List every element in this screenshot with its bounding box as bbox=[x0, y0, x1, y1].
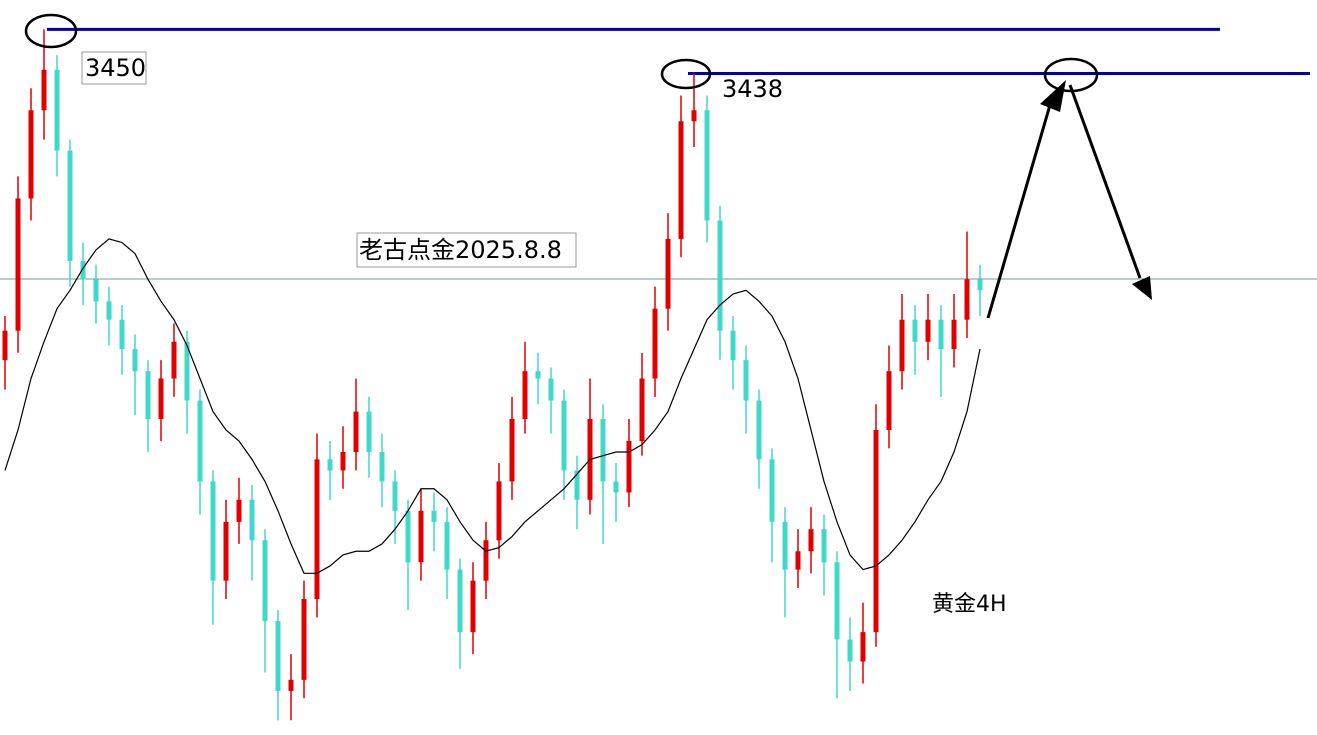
moving-average bbox=[4, 238, 981, 574]
candle-body bbox=[158, 378, 164, 419]
candle-body bbox=[860, 632, 866, 662]
candle-body bbox=[80, 260, 86, 280]
projection-line bbox=[1068, 84, 1142, 279]
candle-body bbox=[2, 330, 8, 361]
candle-body bbox=[184, 341, 190, 401]
candle-body bbox=[613, 481, 619, 493]
candle-body bbox=[795, 551, 801, 570]
candle-body bbox=[93, 279, 99, 302]
candle-body bbox=[301, 599, 307, 680]
candle-body bbox=[210, 481, 216, 581]
arrow-head bbox=[1132, 276, 1152, 300]
candle-body bbox=[834, 562, 840, 640]
candle-body bbox=[67, 150, 73, 261]
candle-body bbox=[574, 470, 580, 500]
candle-body bbox=[106, 301, 112, 320]
candle-body bbox=[717, 220, 723, 331]
candle-body bbox=[548, 378, 554, 401]
candle-body bbox=[366, 411, 372, 453]
candle-body bbox=[470, 580, 476, 633]
candle-body bbox=[353, 411, 359, 453]
chart-subtitle: 老古点金2025.8.8 bbox=[359, 236, 562, 264]
candle-body bbox=[236, 499, 242, 522]
candle-body bbox=[925, 319, 931, 342]
candle-body bbox=[444, 521, 450, 570]
plot-area bbox=[2, 27, 1310, 721]
candle-body bbox=[951, 319, 957, 350]
candle-body bbox=[509, 418, 515, 482]
candle-body bbox=[262, 540, 268, 622]
candle-body bbox=[938, 319, 944, 350]
candle-body bbox=[41, 69, 47, 111]
peak-marker bbox=[660, 58, 712, 90]
candle-body bbox=[652, 308, 658, 379]
candle-body bbox=[496, 481, 502, 541]
candle-body bbox=[561, 400, 567, 471]
candle-body bbox=[730, 330, 736, 361]
peak-marker bbox=[24, 13, 78, 49]
candle-body bbox=[964, 279, 970, 320]
candle-body bbox=[327, 459, 333, 471]
candle-body bbox=[665, 238, 671, 309]
candle-body bbox=[756, 400, 762, 460]
candle-body bbox=[977, 279, 983, 291]
candle-body bbox=[15, 198, 21, 331]
candle-body bbox=[782, 521, 788, 570]
candle-body bbox=[392, 481, 398, 511]
candle-body bbox=[431, 510, 437, 522]
candle-body bbox=[678, 121, 684, 239]
candle-body bbox=[249, 499, 255, 541]
candle-body bbox=[223, 521, 229, 581]
candle-body bbox=[639, 378, 645, 441]
candle-body bbox=[873, 429, 879, 633]
candle-body bbox=[314, 459, 320, 600]
arrow-head bbox=[1040, 80, 1066, 112]
candle-body bbox=[275, 621, 281, 691]
candle-body bbox=[340, 452, 346, 471]
candle-body bbox=[704, 110, 710, 221]
candle-body bbox=[119, 319, 125, 350]
candle-body bbox=[912, 319, 918, 342]
candle-body bbox=[886, 371, 892, 430]
candle-body bbox=[405, 510, 411, 563]
projection-line bbox=[986, 104, 1052, 319]
chart-title: 黄金4H bbox=[932, 592, 1007, 617]
candle-body bbox=[600, 418, 606, 482]
candle-body bbox=[847, 639, 853, 662]
candle-body bbox=[821, 529, 827, 563]
candle-body bbox=[288, 679, 294, 691]
level-label: 3450 bbox=[85, 54, 146, 82]
candle-body bbox=[418, 510, 424, 563]
candle-body bbox=[132, 349, 138, 372]
candle-body bbox=[743, 360, 749, 401]
candle-body bbox=[769, 459, 775, 522]
candle-body bbox=[54, 69, 60, 151]
candle-body bbox=[145, 371, 151, 419]
candle-body bbox=[808, 529, 814, 552]
candle-body bbox=[899, 319, 905, 372]
candle-body bbox=[522, 371, 528, 419]
label-box bbox=[81, 51, 147, 85]
label-box bbox=[356, 232, 577, 268]
candle-body bbox=[483, 540, 489, 581]
candle-body bbox=[535, 371, 541, 379]
candle-body bbox=[379, 452, 385, 482]
candle-body bbox=[691, 110, 697, 122]
level-label: 3438 bbox=[722, 75, 783, 103]
candle-body bbox=[171, 341, 177, 379]
candle-body bbox=[28, 110, 34, 199]
candle-body bbox=[457, 569, 463, 633]
candle-body bbox=[197, 400, 203, 482]
candle-body bbox=[626, 441, 632, 493]
